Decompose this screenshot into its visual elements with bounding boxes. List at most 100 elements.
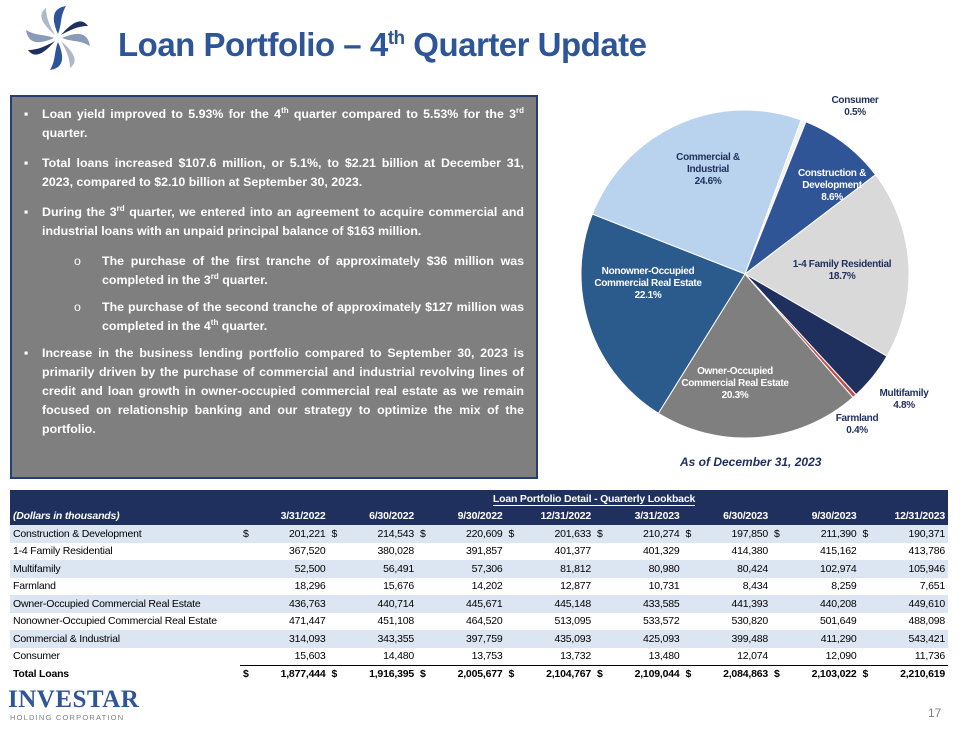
table-cell: 436,763 [240,595,329,613]
table-row: Total Loans $1,877,444 $1,916,395 $2,005,67… [10,664,948,683]
slice-name: Nonowner-Occupied Commercial Real Estate [594,266,702,289]
text-run: quarter, we entered into an agreement to… [42,205,524,238]
table-cell: 105,946 [859,560,948,578]
cell-wrap: $2,005,677 [420,668,503,680]
table-cell: 80,980 [594,560,683,578]
table-cell: $1,877,444 [240,664,329,683]
table-cell: 435,093 [505,630,594,648]
slice-name: 1-4 Family Residential [792,259,892,270]
table-cell: 7,651 [919,580,945,593]
table-cell: 533,572 [642,615,680,628]
currency: $ [597,668,603,680]
currency: $ [862,668,869,680]
table-row: 1-4 Family Residential 367,520 380,028 391,… [10,543,948,561]
table-cell: $220,609 [417,525,506,543]
slice-name: Multifamily [879,388,929,399]
pie-chart [580,109,910,439]
currency: $ [774,668,780,680]
cell-value: 2,084,863 [723,668,768,680]
pie-slice [591,109,802,275]
table-row: Farmland 18,296 15,676 14,202 12,877 10,731 8,… [10,578,948,596]
table-row: Construction & Development $201,221 $214,5… [10,525,948,543]
table-cell: $201,221 [240,525,329,543]
currency: $ [243,668,249,680]
table-cell: 440,714 [328,595,417,613]
cell-wrap: $210,274 [597,528,680,540]
loan-table: Loan Portfolio Detail - Quarterly Lookba… [10,490,948,683]
column-header: 6/30/2023 [682,507,771,525]
table-cell: $214,543 [328,525,417,543]
table-cell: 399,488 [682,630,771,648]
cell-wrap: $2,084,863 [686,668,769,680]
text-run: Loan Portfolio – 4 [118,26,388,63]
table-cell: $211,390 [771,525,860,543]
table-cell: 56,491 [328,560,417,578]
bullet-box: Loan yield improved to 5.93% for the 4th… [10,95,538,479]
header-row: (Dollars in thousands) 3/31/2022 6/30/2022… [10,507,948,525]
table-cell: 12,074 [737,650,768,662]
table-cell: 52,500 [240,560,329,578]
slide-title: Loan Portfolio – 4th Quarter Update [118,26,647,64]
slice-value: 0.4% [846,425,868,436]
slice-value: 18.7% [828,271,856,282]
logo-text: INVESTAR [8,686,140,713]
table-cell: 15,676 [383,580,414,593]
table-cell: $190,371 [859,525,948,543]
table-cell: 13,480 [648,650,680,662]
table-cell: 413,786 [908,545,945,558]
table-cell: 80,424 [682,560,771,578]
table-cell: $2,103,022 [771,664,860,683]
cell-wrap: $201,221 [243,528,326,540]
slice-label: Commercial & Industrial 24.6% [676,152,740,188]
pie-slice [580,213,746,414]
currency: $ [508,668,515,680]
currency: $ [685,668,692,680]
cell-value: 1,877,444 [280,668,326,680]
table-cell: 488,098 [908,615,945,628]
table-cell: $197,850 [682,525,771,543]
table-cell: 8,259 [831,580,857,593]
table-cell: 411,290 [771,630,860,648]
row-label: Multifamily [10,560,240,578]
table-cell: 401,377 [554,545,591,558]
column-header: 6/30/2022 [328,507,417,525]
table-row: Multifamily 52,500 56,491 57,306 81,812 80,98… [10,560,948,578]
table-cell: $2,005,677 [417,664,506,683]
text-run: Loan yield improved to 5.93% for the 4 [42,107,282,121]
table-cell: 451,108 [377,615,414,628]
pie-slice [743,121,877,276]
slice-value: 22.1% [634,290,662,301]
cell-wrap: $190,371 [863,528,946,540]
column-header: 3/31/2022 [240,507,329,525]
table-cell: 513,095 [554,615,591,628]
currency: $ [597,527,603,540]
text-run: quarter. [42,126,88,140]
superscript: rd [116,203,125,213]
slice-name: Farmland [835,413,879,424]
slice-label: Nonowner-Occupied Commercial Real Estate… [594,266,702,302]
superscript: rd [210,271,219,281]
table-cell: 11,736 [914,650,945,662]
table-cell: 81,812 [505,560,594,578]
text-run: The purchase of the second tranche of ap… [102,300,524,333]
table-title: Loan Portfolio Detail - Quarterly Lookba… [240,490,948,508]
row-label: Construction & Development [10,525,240,543]
table-cell: $201,633 [505,525,594,543]
table-cell: 12,877 [560,580,591,593]
text-run: Quarter Update [404,26,647,63]
table-cell: $210,274 [594,525,683,543]
slice-label: Consumer 0.5% [831,95,878,119]
slice-name: Consumer [831,95,879,106]
logo-subtext: HOLDING CORPORATION [10,713,125,722]
cell-value: 2,210,619 [900,668,945,680]
currency: $ [508,527,515,540]
superscript: th [281,105,289,115]
table-cell: 425,093 [594,630,683,648]
table-cell: 471,447 [288,615,326,628]
table-cell: $2,084,863 [682,664,771,683]
cell-value: 214,543 [377,527,414,540]
slice-label: Owner-Occupied Commercial Real Estate 20.… [681,366,789,402]
text-run: Total loans increased $107.6 million, or… [42,156,524,189]
table-cell: 397,759 [417,630,506,648]
cell-value: 210,274 [642,527,680,540]
